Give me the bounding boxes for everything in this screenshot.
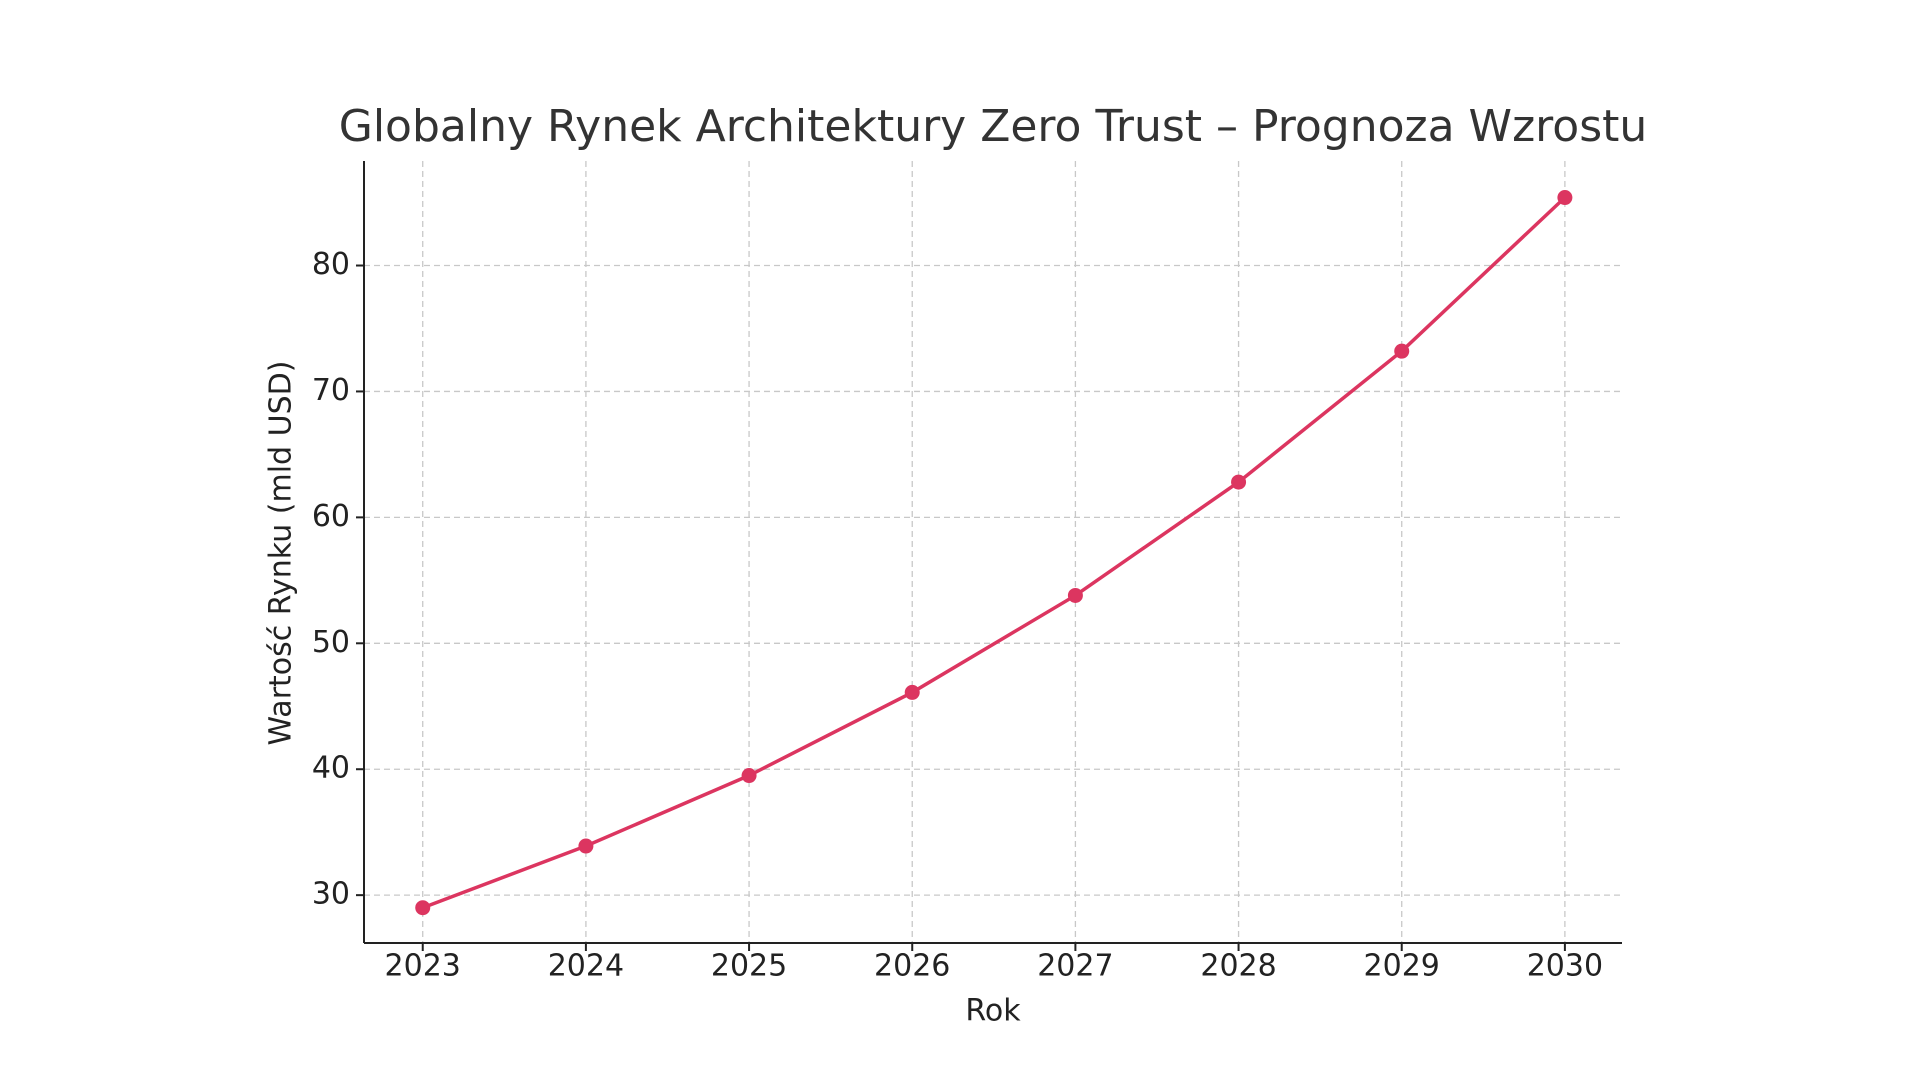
y-tick-label: 70 xyxy=(312,373,350,408)
chart-title: Globalny Rynek Architektury Zero Trust –… xyxy=(339,101,1648,152)
data-line xyxy=(422,196,1567,910)
data-point xyxy=(1557,190,1573,206)
y-axis-label: Wartość Rynku (mld USD) xyxy=(264,361,299,746)
x-tick-label: 2026 xyxy=(874,949,950,984)
data-point xyxy=(1394,343,1410,359)
x-tick-label: 2030 xyxy=(1527,949,1603,984)
x-tick-label: 2027 xyxy=(1037,949,1113,984)
data-point xyxy=(578,838,594,854)
y-tick-label: 50 xyxy=(312,625,350,660)
data-point xyxy=(415,900,431,916)
x-tick-label: 2029 xyxy=(1364,949,1440,984)
y-tick-label: 60 xyxy=(312,499,350,534)
y-tick-label: 80 xyxy=(312,247,350,282)
x-axis-label: Rok xyxy=(965,994,1021,1029)
y-tick-label: 40 xyxy=(312,751,350,786)
y-tick-label: 30 xyxy=(312,877,350,912)
x-tick-label: 2023 xyxy=(385,949,461,984)
data-point xyxy=(1067,587,1083,603)
x-tick-label: 2024 xyxy=(548,949,624,984)
data-point xyxy=(741,768,757,784)
data-point xyxy=(1231,474,1247,490)
data-point xyxy=(904,684,920,700)
x-tick-label: 2025 xyxy=(711,949,787,984)
x-tick-label: 2028 xyxy=(1200,949,1276,984)
